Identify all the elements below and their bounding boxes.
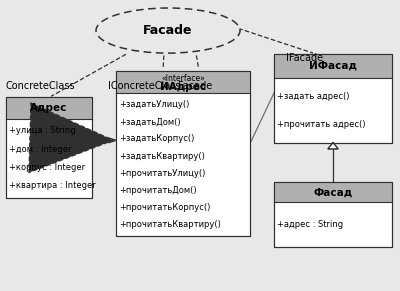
Text: ИФасад: ИФасад <box>309 61 357 71</box>
Text: +прочитатьДом(): +прочитатьДом() <box>119 186 196 195</box>
Bar <box>116 71 250 236</box>
Text: +прочитатьКорпус(): +прочитатьКорпус() <box>119 203 210 212</box>
Text: +квартира : Integer: +квартира : Integer <box>9 181 96 190</box>
Bar <box>6 97 92 198</box>
Text: +адрес : String: +адрес : String <box>277 220 343 229</box>
Bar <box>116 71 250 93</box>
Bar <box>116 71 250 236</box>
Text: +дом : Integer: +дом : Integer <box>9 145 71 153</box>
Text: +прочитатьКвартиру(): +прочитатьКвартиру() <box>119 220 221 229</box>
Bar <box>274 54 392 78</box>
Bar <box>274 54 392 143</box>
Bar <box>274 54 392 143</box>
Text: Фасад: Фасад <box>313 187 353 197</box>
Bar <box>6 97 92 118</box>
Text: +прочитатьУлицу(): +прочитатьУлицу() <box>119 169 205 178</box>
Text: +задать адрес(): +задать адрес() <box>277 92 349 101</box>
Text: ИАдрес: ИАдрес <box>160 82 206 92</box>
Ellipse shape <box>96 8 240 53</box>
Text: +прочитать адрес(): +прочитать адрес() <box>277 120 365 129</box>
Text: +корпус : Integer: +корпус : Integer <box>9 163 85 172</box>
Text: +улица : String: +улица : String <box>9 126 76 135</box>
Text: +задатьКвартиру(): +задатьКвартиру() <box>119 152 205 161</box>
Text: Адрес: Адрес <box>30 103 68 113</box>
Text: Facade: Facade <box>178 81 212 91</box>
Polygon shape <box>328 143 338 149</box>
Bar <box>6 97 92 198</box>
Text: +задатьКорпус(): +задатьКорпус() <box>119 134 194 143</box>
Text: IConcreteClass: IConcreteClass <box>108 81 180 91</box>
Text: ConcreteClass: ConcreteClass <box>6 81 76 91</box>
Bar <box>274 182 392 247</box>
Bar <box>274 182 392 247</box>
Text: «Interface»: «Interface» <box>161 74 205 83</box>
Text: Facade: Facade <box>143 24 193 37</box>
Text: IFacade: IFacade <box>286 53 323 63</box>
Bar <box>274 182 392 202</box>
Text: +задатьДом(): +задатьДом() <box>119 117 180 126</box>
Text: +задатьУлицу(): +задатьУлицу() <box>119 100 189 109</box>
